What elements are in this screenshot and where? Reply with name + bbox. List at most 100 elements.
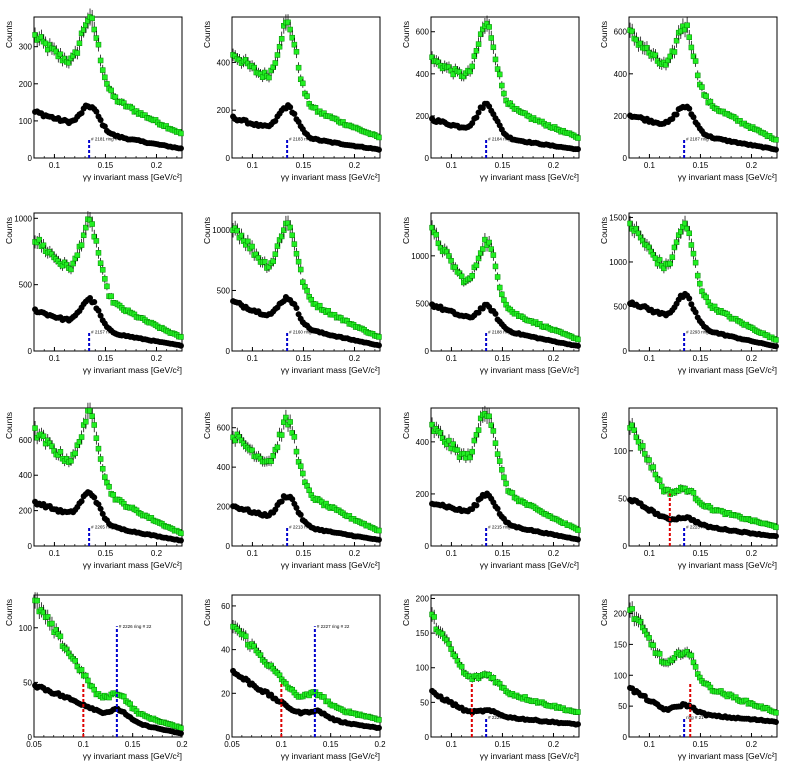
series-black — [230, 667, 382, 732]
y-tick-label: 0 — [226, 733, 231, 742]
run-annotation: # 2215 ring — [488, 525, 511, 530]
data-point — [469, 63, 475, 70]
y-tick-label: 0 — [623, 347, 628, 356]
x-tick-label: 0.15 — [495, 549, 511, 558]
plot-frame — [628, 407, 778, 547]
run-annotation: # 2187 ring — [686, 136, 709, 141]
y-tick-label: 0 — [623, 542, 628, 551]
y-tick-label: 400 — [614, 70, 628, 79]
series-black — [627, 290, 779, 350]
data-point — [83, 224, 89, 231]
data-point — [501, 474, 507, 481]
data-point — [575, 336, 581, 343]
data-point — [287, 104, 294, 111]
x-tick-label: 0.1 — [247, 354, 259, 363]
data-point — [688, 301, 695, 308]
plot-frame — [628, 212, 778, 352]
run-annotation: # 2160 ring # 15 — [289, 330, 322, 335]
data-point — [295, 258, 302, 265]
data-point — [304, 287, 310, 294]
data-point — [494, 66, 501, 72]
chart-panel-2: 0 200 400 0.1 0.15 0.2 γγ invariant mass [GeV/… — [202, 14, 382, 182]
series-black — [429, 100, 581, 153]
y-tick-label: 50 — [618, 494, 627, 503]
x-axis-title: γγ invariant mass [GeV/c²] — [480, 365, 579, 375]
data-point — [287, 224, 293, 231]
y-tick-label: 600 — [416, 28, 430, 37]
data-point — [89, 221, 95, 227]
chart-panel-1: 0 100 200 300 0.1 0.15 0.2 γγ invariant mass [G… — [4, 8, 184, 182]
data-point — [486, 239, 492, 246]
data-point — [274, 52, 281, 58]
data-point — [656, 477, 663, 484]
data-point — [268, 458, 274, 464]
x-tick-label: 0.2 — [548, 161, 560, 170]
y-tick-label: 100 — [416, 664, 430, 673]
y-tick-label: 200 — [19, 507, 33, 516]
data-point — [494, 505, 501, 512]
data-point — [291, 434, 298, 440]
y-tick-label: 100 — [614, 671, 628, 680]
data-point — [291, 110, 298, 117]
y-tick-label: 100 — [19, 117, 33, 126]
y-tick-label: 400 — [217, 58, 231, 67]
data-point — [293, 48, 300, 55]
data-point — [272, 60, 279, 66]
y-tick-label: 200 — [416, 490, 430, 499]
y-tick-label: 20 — [221, 689, 230, 698]
data-point — [80, 232, 87, 239]
x-tick-label: 0.1 — [49, 549, 61, 558]
y-tick-label: 600 — [217, 424, 231, 433]
x-axis-title: γγ invariant mass [GeV/c²] — [281, 172, 380, 182]
y-tick-label: 0 — [28, 154, 33, 163]
series-green — [32, 211, 184, 340]
chart-panel-12: 0 50 100 0.1 0.15 0.2 γγ invariant mass [GeV/c… — [599, 407, 779, 570]
x-tick-label: 0.1 — [446, 740, 458, 749]
plot-frame — [231, 407, 381, 547]
data-point — [95, 501, 102, 508]
data-point — [448, 258, 454, 264]
data-point — [102, 74, 108, 81]
data-point — [375, 146, 382, 153]
x-tick-label: 0.15 — [296, 354, 312, 363]
x-axis-title: γγ invariant mass [GeV/c²] — [678, 751, 777, 761]
data-point — [690, 250, 697, 257]
run-annotation: ring # 21 — [686, 715, 704, 720]
data-point — [494, 274, 501, 280]
data-point — [78, 110, 85, 117]
series-green — [627, 215, 779, 343]
data-point — [57, 633, 64, 640]
data-point — [78, 434, 85, 440]
y-tick-label: 500 — [19, 281, 33, 290]
data-point — [289, 496, 296, 503]
data-point — [646, 457, 652, 463]
data-point — [297, 266, 304, 273]
data-point — [492, 440, 499, 446]
data-point — [375, 342, 382, 349]
data-point — [291, 241, 298, 247]
y-axis-title: Counts — [401, 412, 411, 439]
y-tick-label: 0 — [425, 347, 430, 356]
data-point — [492, 263, 499, 270]
data-point — [72, 450, 78, 457]
y-tick-label: 300 — [19, 43, 33, 52]
plot-frame — [628, 16, 778, 159]
data-point — [91, 298, 98, 305]
data-point — [458, 273, 465, 280]
data-point — [688, 44, 695, 51]
data-point — [97, 456, 104, 462]
data-point — [475, 109, 482, 116]
data-point — [78, 667, 85, 673]
data-point — [473, 502, 480, 509]
data-point — [270, 452, 276, 459]
x-tick-label: 0.2 — [151, 354, 163, 363]
data-point — [671, 49, 678, 55]
data-point — [376, 717, 382, 723]
data-point — [629, 28, 635, 35]
plot-frame — [231, 212, 381, 352]
x-tick-label: 0.2 — [151, 161, 163, 170]
data-point — [688, 242, 695, 248]
data-point — [57, 51, 64, 58]
data-point — [446, 640, 452, 647]
x-axis-title: γγ invariant mass [GeV/c²] — [83, 172, 182, 182]
